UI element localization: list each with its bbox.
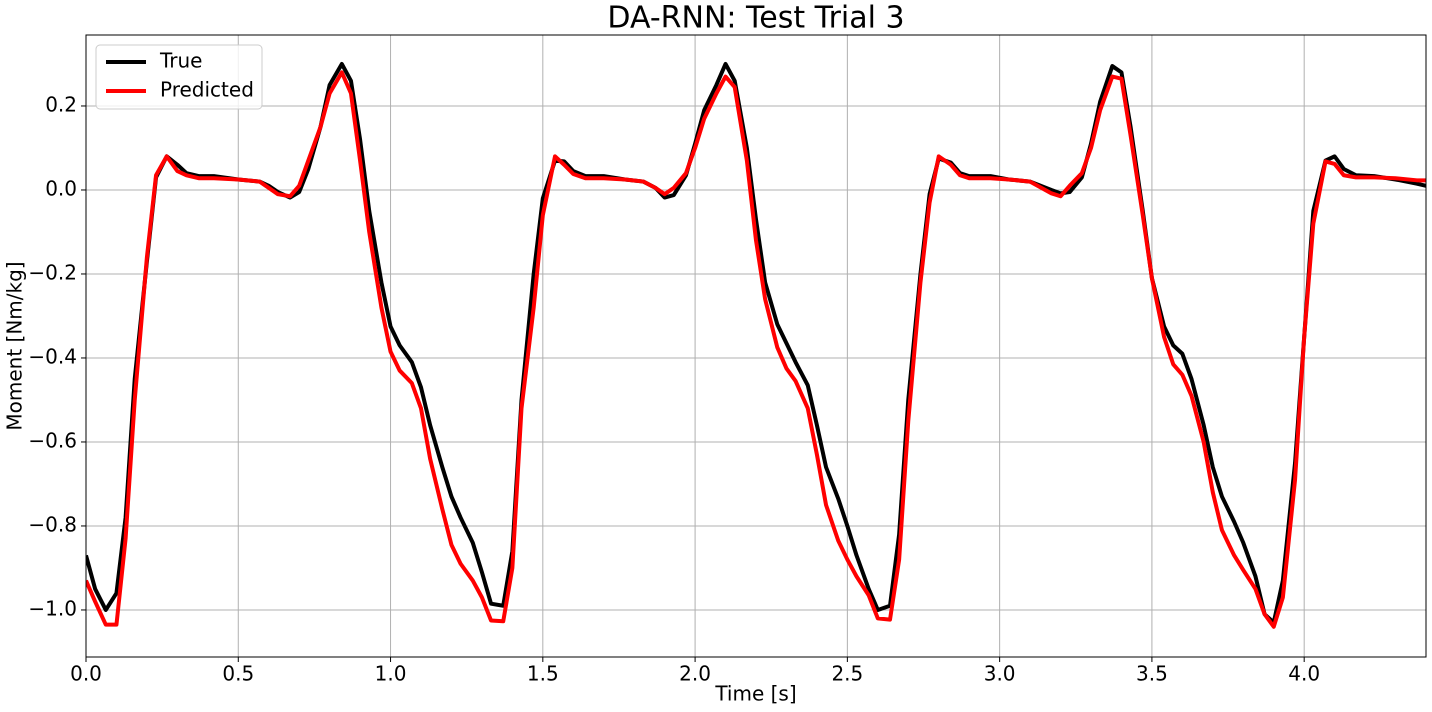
x-tick-label: 0.0 <box>70 662 102 686</box>
x-tick-label: 4.0 <box>1288 662 1320 686</box>
x-tick-label: 0.5 <box>222 662 254 686</box>
x-tick-label: 3.5 <box>1136 662 1168 686</box>
chart-title: DA-RNN: Test Trial 3 <box>607 1 904 36</box>
x-tick-label: 2.5 <box>831 662 863 686</box>
y-tick-label: −0.8 <box>28 512 77 536</box>
x-axis-label: Time [s] <box>714 682 796 706</box>
y-tick-label: −1.0 <box>28 596 77 620</box>
plot-frame <box>85 34 1427 658</box>
y-axis-label: Moment [Nm/kg] <box>3 261 27 430</box>
x-tick-label: 2.0 <box>679 662 711 686</box>
x-tick-label: 3.0 <box>984 662 1016 686</box>
y-tick-label: −0.2 <box>28 260 77 284</box>
y-tick-label: 0.2 <box>45 92 77 116</box>
legend-label: True <box>159 49 202 73</box>
x-tick-label: 1.0 <box>375 662 407 686</box>
x-tick-label: 1.5 <box>527 662 559 686</box>
legend-label: Predicted <box>160 78 254 102</box>
y-tick-label: 0.0 <box>45 176 77 200</box>
data-line <box>86 70 1426 629</box>
y-tick-label: −0.4 <box>28 344 77 368</box>
y-tick-label: −0.6 <box>28 428 77 452</box>
